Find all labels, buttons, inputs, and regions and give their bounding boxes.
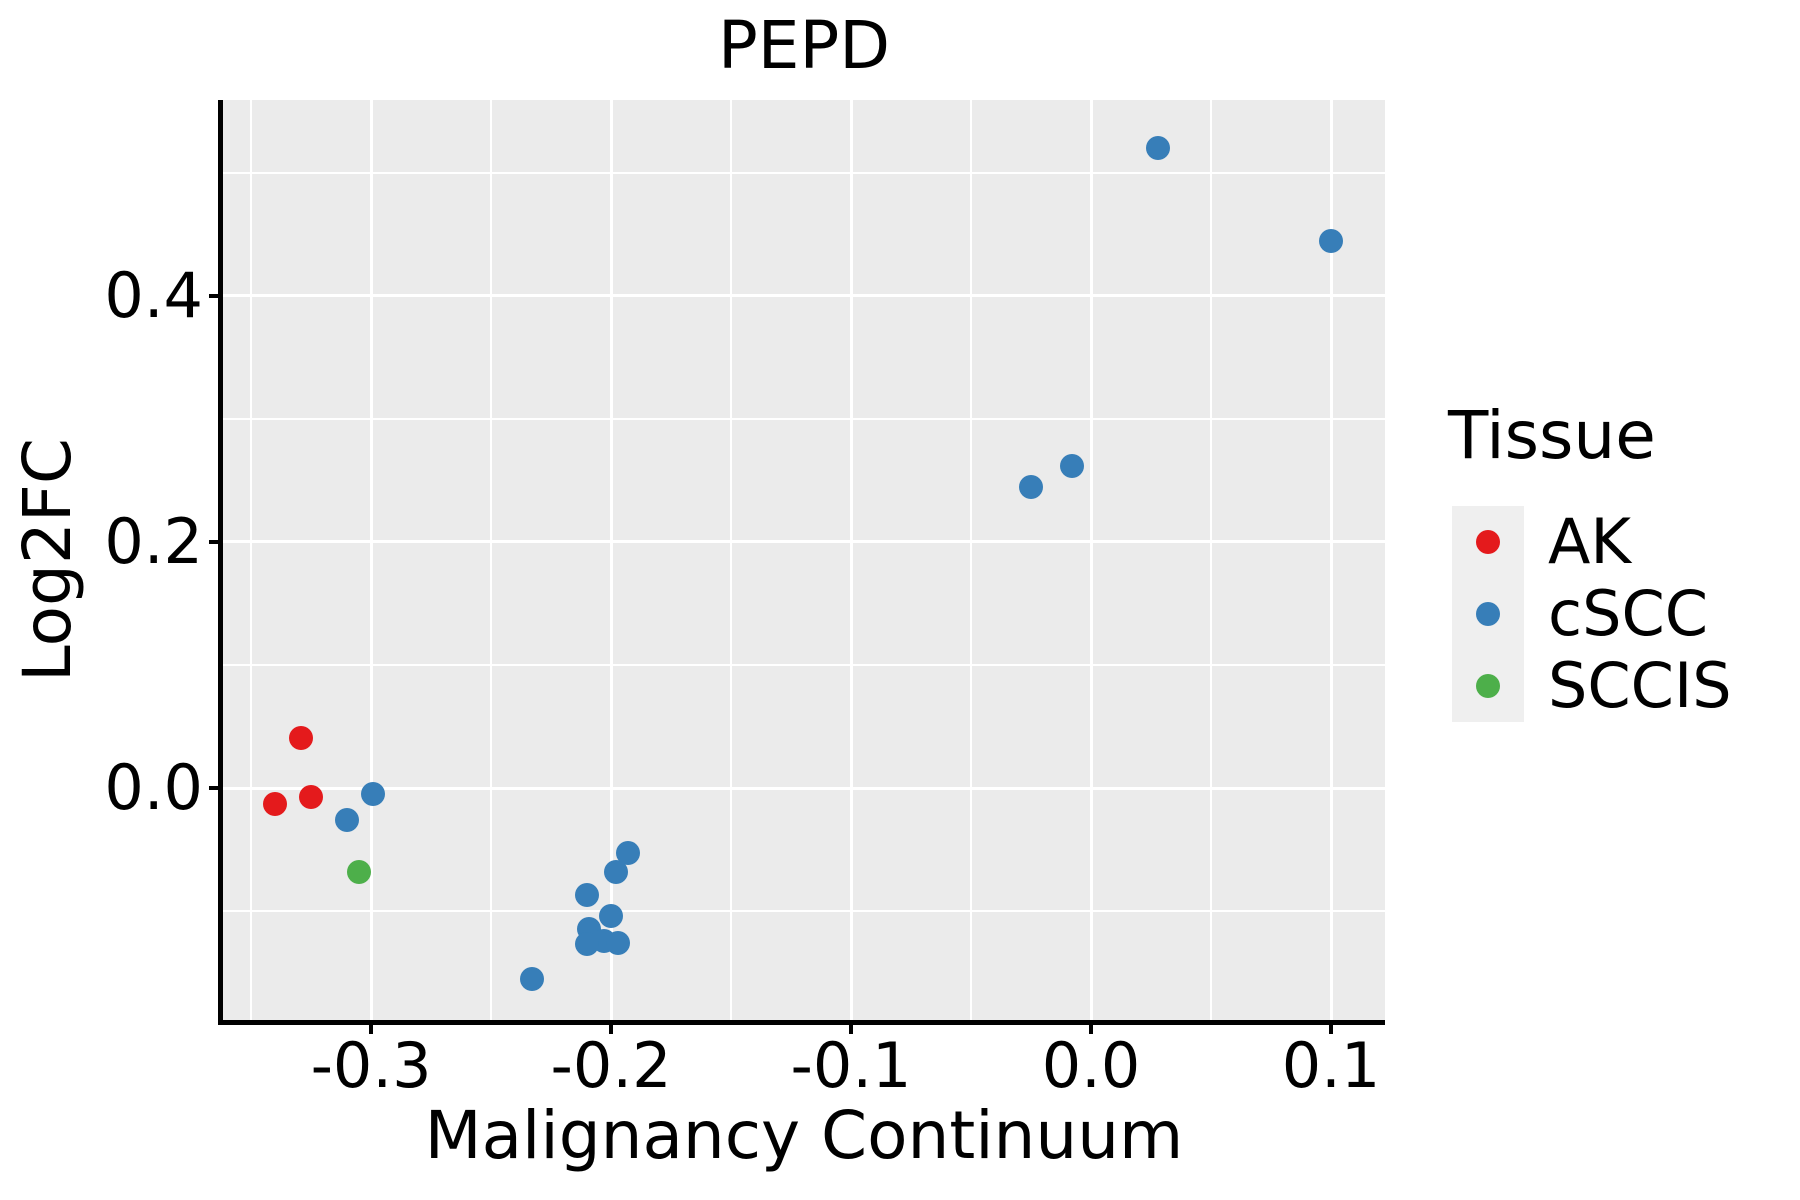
gridline-y-minor <box>223 663 1385 666</box>
x-tick-mark <box>1329 1025 1333 1034</box>
gridline-x-major <box>849 100 853 1020</box>
x-tick-label: 0.0 <box>1041 1029 1141 1102</box>
x-axis-line <box>218 1020 1385 1025</box>
data-point-cSCC <box>575 932 600 957</box>
y-tick-label: 0.0 <box>104 751 203 824</box>
y-axis-title: Log2FC <box>9 438 86 682</box>
gridline-x-minor <box>1210 100 1212 1020</box>
x-tick-label: -0.3 <box>310 1029 432 1102</box>
data-point-cSCC <box>361 782 386 807</box>
y-axis-line <box>218 100 223 1025</box>
data-point-cSCC <box>599 903 624 928</box>
data-point-cSCC <box>1146 136 1171 161</box>
x-tick-mark <box>849 1025 854 1034</box>
legend-label-SCCIS: SCCIS <box>1548 649 1732 722</box>
data-point-cSCC <box>335 807 360 832</box>
gridline-y-minor <box>223 171 1385 174</box>
gridline-x-minor <box>250 100 253 1020</box>
data-point-SCCIS <box>347 859 372 884</box>
gridline-x-major <box>1329 100 1333 1020</box>
gridline-x-major <box>369 100 373 1020</box>
plot-panel <box>223 100 1385 1020</box>
x-tick-mark <box>609 1025 614 1034</box>
legend-title: Tissue <box>1448 397 1656 474</box>
gridline-y-minor <box>223 910 1385 912</box>
x-tick-mark <box>1089 1025 1094 1034</box>
data-point-AK <box>299 784 324 809</box>
x-tick-mark <box>369 1025 374 1034</box>
data-point-cSCC <box>1059 453 1084 478</box>
legend-dot-cSCC <box>1476 602 1500 626</box>
legend-label-AK: AK <box>1548 505 1632 578</box>
data-point-AK <box>263 791 288 816</box>
gridline-y-minor <box>223 417 1385 420</box>
gridline-y-major <box>223 294 1385 298</box>
y-tick-mark <box>209 293 218 298</box>
gridline-y-major <box>223 786 1385 790</box>
x-tick-label: -0.2 <box>550 1029 672 1102</box>
plot-title: PEPD <box>717 7 891 84</box>
gridline-x-major <box>609 100 613 1020</box>
data-point-cSCC <box>1319 228 1343 253</box>
x-axis-title: Malignancy Continuum <box>424 1097 1184 1174</box>
y-tick-label: 0.4 <box>104 258 203 332</box>
data-point-cSCC <box>519 966 544 991</box>
data-point-AK <box>289 725 314 750</box>
gridline-x-minor <box>730 100 733 1020</box>
legend-dot-AK <box>1476 530 1500 554</box>
x-tick-label: 0.1 <box>1281 1029 1381 1102</box>
legend-dot-SCCIS <box>1476 674 1500 698</box>
data-point-cSCC <box>603 859 628 884</box>
data-point-cSCC <box>1019 474 1044 499</box>
gridline-x-minor <box>970 100 973 1020</box>
legend-label-cSCC: cSCC <box>1548 577 1709 650</box>
y-tick-label: 0.2 <box>104 504 203 578</box>
data-point-cSCC <box>575 883 600 908</box>
y-tick-mark <box>209 539 218 544</box>
x-tick-label: -0.1 <box>790 1029 912 1102</box>
gridline-x-minor <box>490 100 493 1020</box>
y-tick-mark <box>209 786 218 790</box>
gridline-y-major <box>223 540 1385 544</box>
gridline-x-major <box>1089 100 1093 1020</box>
data-point-cSCC <box>606 930 631 955</box>
